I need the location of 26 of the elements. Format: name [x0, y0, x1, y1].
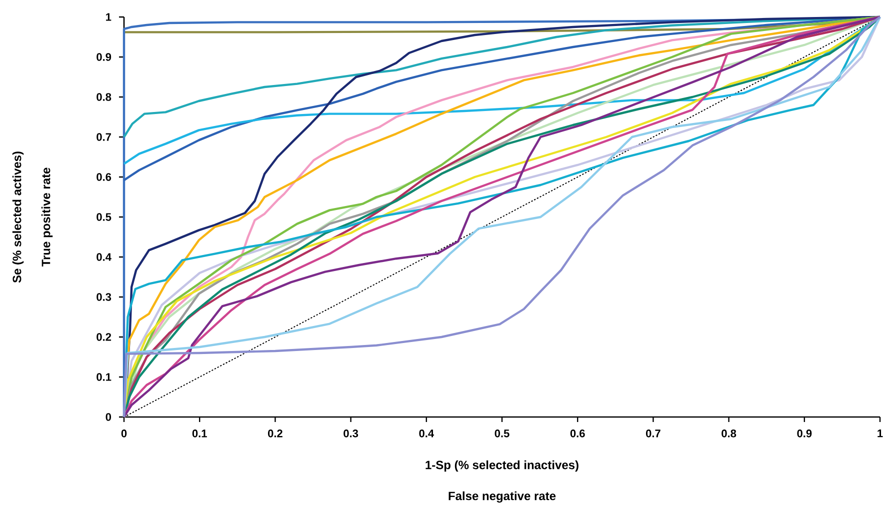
- y-tick-label: 0.6: [96, 173, 112, 181]
- x-tick-label: 0.1: [192, 430, 207, 438]
- y-tick-label: 0.5: [96, 213, 112, 221]
- y-tick-label: 0.4: [96, 253, 112, 261]
- x-axis-title: 1-Sp (% selected inactives): [426, 460, 578, 472]
- x-tick-label: 0.3: [344, 430, 358, 438]
- x-tick-label: 0.7: [646, 430, 660, 438]
- x-tick-label: 0.2: [268, 430, 282, 438]
- y-axis-title: True positive rate: [41, 168, 53, 267]
- y-tick-label: 0.9: [96, 53, 112, 61]
- y-tick-label: 0.3: [96, 293, 112, 301]
- y-tick-label: 0.1: [96, 373, 112, 381]
- x-tick-label: 0.8: [722, 430, 736, 438]
- x-tick-label: 0.6: [570, 430, 585, 438]
- y-tick-label: 0.2: [96, 333, 112, 341]
- x-tick-label: 0.5: [494, 430, 510, 438]
- x-tick-label: 1: [878, 430, 883, 438]
- y-tick-label: 1: [106, 13, 112, 21]
- y-tick-label: 0: [106, 413, 112, 421]
- y-tick-label: 0.8: [96, 93, 112, 101]
- x-tick-label: 0.9: [797, 430, 812, 438]
- x-tick-label: 0.4: [419, 430, 434, 438]
- x-tick-label: 0: [121, 430, 127, 438]
- text: Se (% selected actives): [12, 152, 24, 283]
- y-tick-label: 0.7: [96, 133, 111, 141]
- text: False negative rate: [448, 491, 556, 503]
